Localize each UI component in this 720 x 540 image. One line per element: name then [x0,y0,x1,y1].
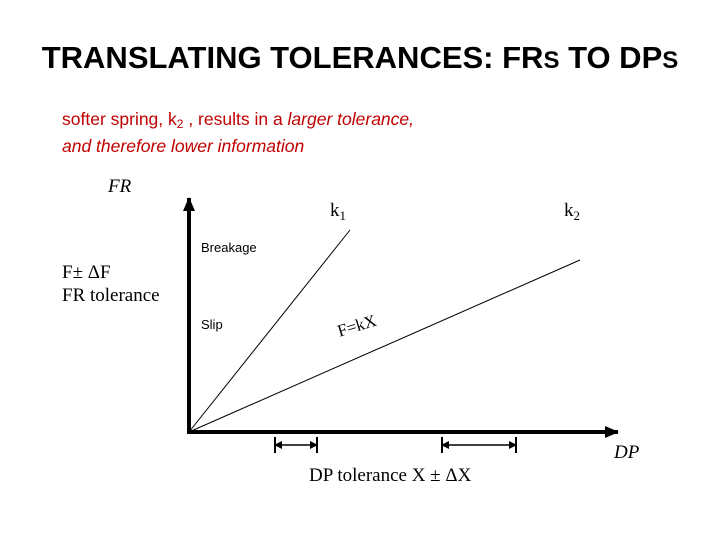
k1-sub: 1 [339,208,347,223]
title-main: TRANSLATING TOLERANCES: FR [41,40,544,75]
title-plural-s2: S [662,47,679,74]
slide-subtitle: softer spring, k2 , results in a larger … [62,106,522,160]
k2-label: k2 [564,200,580,222]
subtitle-mid: , results in a [183,109,288,129]
k1-label: k1 [330,200,346,222]
subtitle-italic: larger tolerance, [287,109,415,129]
k2-sub: 2 [573,208,581,223]
fr-tolerance-label: F± ΔF FR tolerance [62,261,160,307]
slide-title: TRANSLATING TOLERANCES: FRS TO DPS [0,40,720,76]
k1-base: k [330,200,340,221]
k2-line [188,259,581,433]
subtitle-subscript: 2 [176,117,184,131]
fr-tolerance-text: FR tolerance [62,285,160,306]
title-plural-s1: S [543,47,560,74]
x-axis-label: DP [614,442,640,463]
fr-tolerance-symbol: F± ΔF [62,262,111,283]
breakage-label: Breakage [201,240,257,255]
k2-base: k [564,200,574,221]
title-mid: TO DP [559,40,663,75]
dp-tolerance-label: DP tolerance X ± ΔX [309,465,472,486]
subtitle-prefix: softer spring, k [62,109,177,129]
k1-line [188,229,351,433]
y-axis-label: FR [108,176,132,197]
subtitle-line2: and therefore lower information [62,136,305,156]
slip-label: Slip [201,317,223,332]
